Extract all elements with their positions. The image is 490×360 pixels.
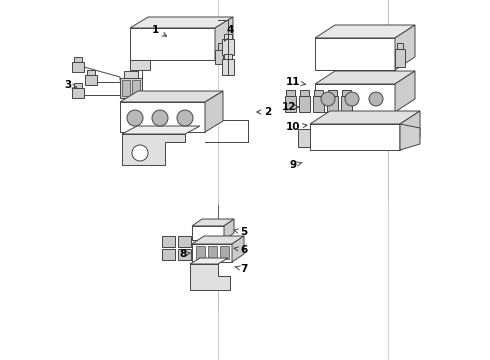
Polygon shape (130, 28, 215, 60)
Polygon shape (224, 219, 234, 240)
Polygon shape (224, 34, 232, 39)
Polygon shape (314, 90, 323, 96)
Polygon shape (341, 96, 352, 112)
Polygon shape (72, 88, 84, 98)
Polygon shape (310, 124, 400, 150)
Polygon shape (300, 90, 309, 96)
Polygon shape (215, 17, 233, 60)
Polygon shape (395, 71, 415, 112)
Polygon shape (315, 71, 415, 84)
Polygon shape (192, 244, 232, 262)
Polygon shape (315, 25, 415, 38)
Polygon shape (342, 90, 351, 96)
Polygon shape (87, 70, 95, 75)
Text: 9: 9 (290, 160, 302, 170)
Polygon shape (315, 84, 395, 112)
Polygon shape (400, 111, 420, 150)
Text: 11: 11 (286, 77, 306, 87)
Polygon shape (218, 43, 223, 50)
Polygon shape (285, 96, 296, 112)
Polygon shape (192, 226, 224, 240)
Polygon shape (85, 75, 97, 85)
Text: 8: 8 (179, 249, 190, 259)
Circle shape (152, 110, 168, 126)
Polygon shape (310, 111, 420, 124)
Polygon shape (222, 59, 234, 75)
Circle shape (127, 110, 143, 126)
Polygon shape (190, 258, 228, 264)
Polygon shape (298, 129, 310, 147)
Polygon shape (400, 124, 420, 150)
Polygon shape (395, 49, 405, 67)
Polygon shape (397, 43, 403, 49)
Polygon shape (124, 71, 138, 78)
Text: 6: 6 (234, 245, 247, 255)
Polygon shape (162, 236, 175, 247)
Polygon shape (130, 60, 150, 70)
Text: 12: 12 (282, 102, 299, 112)
Polygon shape (328, 90, 337, 96)
Text: 2: 2 (257, 107, 271, 117)
Polygon shape (122, 134, 185, 165)
Text: 10: 10 (286, 122, 307, 132)
Polygon shape (327, 96, 338, 112)
Polygon shape (120, 78, 142, 98)
Circle shape (369, 92, 383, 106)
Circle shape (132, 145, 148, 161)
Polygon shape (286, 90, 295, 96)
Polygon shape (232, 236, 244, 262)
Polygon shape (132, 80, 140, 96)
Polygon shape (192, 236, 244, 244)
Polygon shape (122, 80, 130, 96)
Text: 3: 3 (64, 80, 77, 90)
Text: 5: 5 (234, 227, 247, 237)
Polygon shape (315, 38, 395, 70)
Polygon shape (178, 249, 191, 260)
Polygon shape (130, 17, 233, 28)
Circle shape (345, 92, 359, 106)
Polygon shape (208, 246, 217, 259)
Polygon shape (222, 39, 234, 55)
Polygon shape (196, 246, 205, 259)
Circle shape (177, 110, 193, 126)
Polygon shape (120, 91, 223, 102)
Polygon shape (72, 62, 84, 72)
Polygon shape (74, 83, 82, 88)
Polygon shape (215, 50, 223, 64)
Polygon shape (122, 126, 200, 134)
Polygon shape (120, 102, 205, 132)
Polygon shape (220, 246, 229, 259)
Polygon shape (224, 54, 232, 59)
Text: 7: 7 (235, 264, 247, 274)
Polygon shape (313, 96, 324, 112)
Polygon shape (190, 264, 230, 290)
Polygon shape (205, 91, 223, 132)
Polygon shape (74, 57, 82, 62)
Polygon shape (192, 219, 234, 226)
Polygon shape (162, 249, 175, 260)
Polygon shape (178, 236, 191, 247)
Polygon shape (299, 96, 310, 112)
Polygon shape (395, 25, 415, 70)
Text: 4: 4 (224, 25, 234, 41)
Circle shape (321, 92, 335, 106)
Text: 1: 1 (151, 25, 167, 36)
